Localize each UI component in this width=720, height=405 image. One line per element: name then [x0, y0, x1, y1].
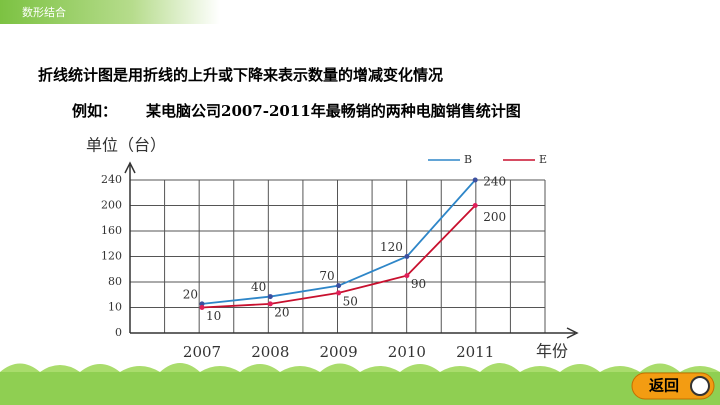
y-axis-label: 单位（台） [86, 136, 166, 155]
point [267, 294, 273, 300]
data-label: 20 [183, 287, 198, 301]
legend-label: B [464, 153, 472, 166]
x-tick-label: 2007 [183, 343, 221, 361]
data-label: 90 [411, 277, 426, 291]
y-tick-label: 240 [101, 173, 122, 186]
point [199, 301, 205, 307]
point [336, 283, 342, 289]
x-axis-arrow [566, 327, 579, 339]
point [472, 203, 478, 208]
y-tick-label: 160 [101, 224, 122, 237]
y-axis-arrow [124, 161, 136, 174]
x-tick-label: 2009 [320, 343, 358, 361]
data-label: 50 [343, 294, 358, 308]
data-label: 10 [206, 309, 221, 323]
intro: 折线统计图是用折线的上升或下降来表示数量的增减变化情况 [38, 66, 443, 84]
x-tick-label: 2011 [456, 343, 494, 361]
y-tick-label: 0 [115, 326, 122, 339]
data-label: 200 [483, 210, 506, 224]
point [199, 305, 205, 310]
data-label: 70 [319, 269, 334, 283]
example-prefix: 例如： [72, 102, 117, 120]
data-label: 240 [483, 175, 506, 189]
y-tick-label: 10 [108, 301, 122, 314]
y-tick-label: 200 [101, 199, 122, 212]
header-bar [0, 0, 220, 24]
y-tick-label: 80 [108, 275, 122, 288]
grass [0, 372, 720, 405]
point [336, 290, 342, 296]
header-tag: 数形结合 [22, 5, 66, 19]
x-tick-label: 2010 [388, 343, 426, 361]
grass-tips [0, 363, 720, 372]
y-tick-label: 120 [101, 250, 122, 263]
x-tick-label: 2008 [251, 343, 289, 361]
back-icon[interactable] [690, 376, 710, 396]
point [404, 273, 410, 279]
legend-label: E [539, 153, 547, 166]
x-axis-label: 年份 [536, 342, 568, 361]
back-button-label[interactable]: 返回 [649, 377, 679, 395]
point [404, 254, 410, 259]
point [267, 301, 273, 307]
point [472, 177, 478, 183]
data-label: 40 [251, 280, 266, 294]
data-label: 20 [274, 305, 289, 319]
example-title: 某电脑公司2007-2011年最畅销的两种电脑销售统计图 [146, 102, 521, 120]
data-label: 120 [380, 240, 403, 254]
